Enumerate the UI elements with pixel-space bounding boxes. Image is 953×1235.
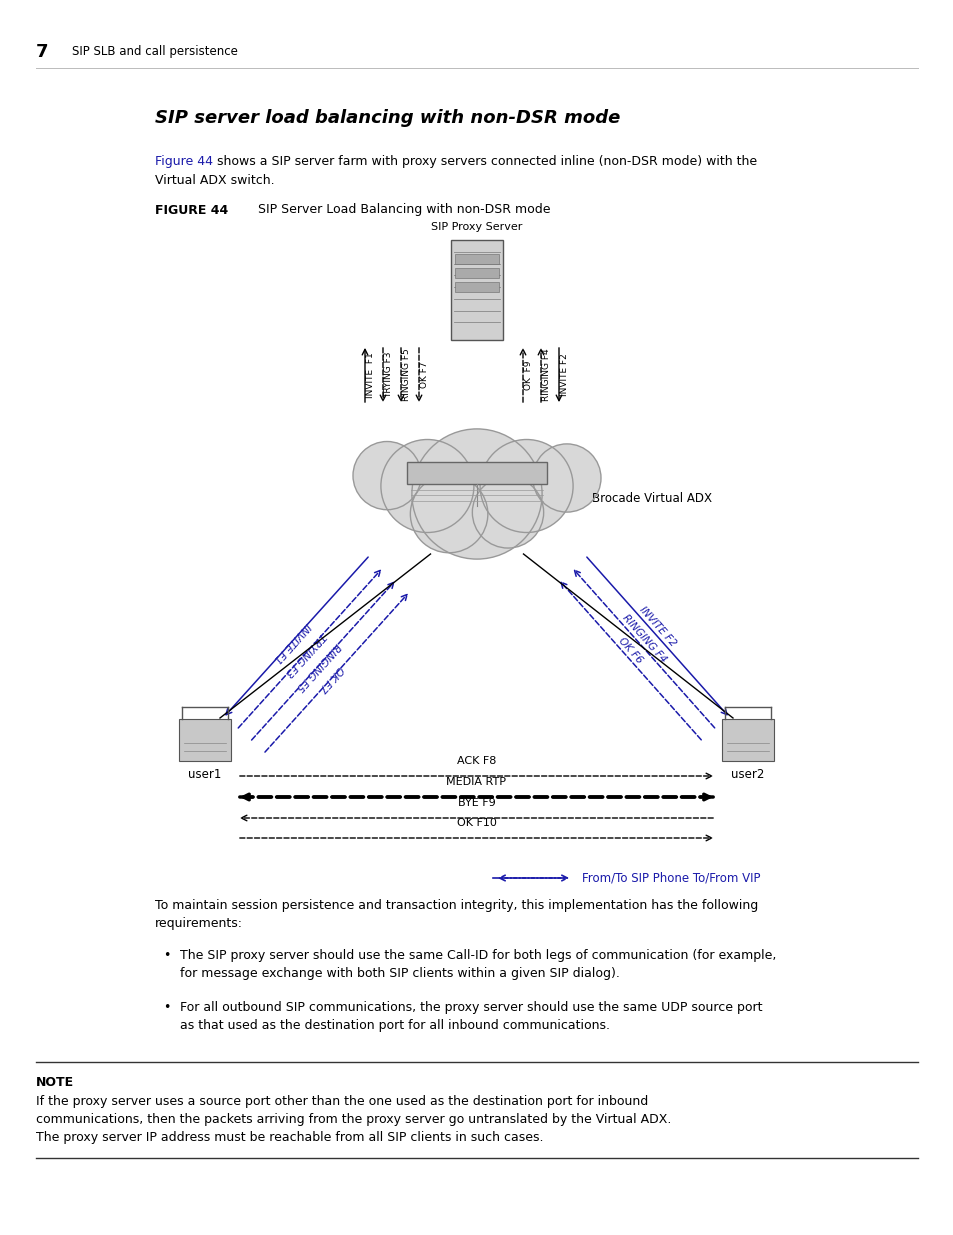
Text: RINGING F5: RINGING F5 [402, 348, 411, 401]
Bar [451, 240, 502, 340]
Bar [455, 254, 498, 264]
Text: SIP server load balancing with non-DSR mode: SIP server load balancing with non-DSR m… [154, 109, 619, 127]
Circle shape [353, 441, 421, 510]
Text: •: • [163, 1000, 171, 1014]
Text: user2: user2 [731, 768, 764, 781]
Text: communications, then the packets arriving from the proxy server go untranslated : communications, then the packets arrivin… [36, 1114, 671, 1126]
Text: Brocade Virtual ADX: Brocade Virtual ADX [592, 492, 711, 505]
Circle shape [532, 443, 600, 513]
Text: Virtual ADX switch.: Virtual ADX switch. [154, 173, 274, 186]
Text: BYE F9: BYE F9 [457, 798, 495, 808]
Bar [407, 462, 546, 484]
Text: SIP Server Load Balancing with non-DSR mode: SIP Server Load Balancing with non-DSR m… [257, 204, 550, 216]
Circle shape [412, 429, 541, 559]
Text: TRYING F3: TRYING F3 [384, 352, 393, 398]
Text: 7: 7 [36, 43, 49, 61]
Text: SIP SLB and call persistence: SIP SLB and call persistence [71, 46, 237, 58]
Text: OK  F9: OK F9 [524, 361, 533, 390]
Text: If the proxy server uses a source port other than the one used as the destinatio: If the proxy server uses a source port o… [36, 1095, 648, 1109]
Text: user1: user1 [188, 768, 221, 781]
Text: •: • [163, 948, 171, 962]
Text: To maintain session persistence and transaction integrity, this implementation h: To maintain session persistence and tran… [154, 899, 758, 911]
Text: as that used as the destination port for all inbound communications.: as that used as the destination port for… [180, 1019, 609, 1031]
Bar [455, 268, 498, 278]
Bar [368, 454, 585, 487]
Text: RINGING F4: RINGING F4 [542, 348, 551, 401]
Text: From/To SIP Phone To/From VIP: From/To SIP Phone To/From VIP [581, 872, 760, 884]
Text: shows a SIP server farm with proxy servers connected inline (non-DSR mode) with : shows a SIP server farm with proxy serve… [213, 156, 757, 168]
Text: for message exchange with both SIP clients within a given SIP dialog).: for message exchange with both SIP clien… [180, 967, 619, 979]
Text: OK F6: OK F6 [616, 636, 644, 666]
Text: SIP Proxy Server: SIP Proxy Server [431, 222, 522, 232]
Text: INVITE F2: INVITE F2 [560, 353, 569, 396]
Text: requirements:: requirements: [154, 916, 243, 930]
Text: OK F7: OK F7 [317, 664, 345, 693]
Bar [455, 282, 498, 291]
Text: For all outbound SIP communications, the proxy server should use the same UDP so: For all outbound SIP communications, the… [180, 1000, 761, 1014]
Text: Figure 44: Figure 44 [154, 156, 213, 168]
Text: RINGING F4: RINGING F4 [619, 613, 667, 664]
Circle shape [410, 475, 487, 553]
Text: INVITE F2: INVITE F2 [637, 605, 677, 648]
Text: OK F7: OK F7 [420, 362, 429, 388]
Circle shape [380, 440, 474, 532]
Circle shape [472, 477, 543, 548]
Text: FIGURE 44: FIGURE 44 [154, 204, 228, 216]
Text: INVITE F1: INVITE F1 [271, 621, 311, 664]
Text: OK F10: OK F10 [456, 818, 496, 827]
Text: MEDIA RTP: MEDIA RTP [446, 777, 506, 787]
Text: The SIP proxy server should use the same Call-ID for both legs of communication : The SIP proxy server should use the same… [180, 948, 776, 962]
Text: NOTE: NOTE [36, 1076, 74, 1088]
Bar [179, 719, 231, 761]
Text: INVITE  F1: INVITE F1 [366, 352, 375, 398]
Text: ACK F8: ACK F8 [456, 756, 496, 766]
Bar [721, 719, 773, 761]
Text: RINGING F5: RINGING F5 [294, 641, 341, 693]
Circle shape [479, 440, 573, 532]
Text: The proxy server IP address must be reachable from all SIP clients in such cases: The proxy server IP address must be reac… [36, 1131, 543, 1145]
Text: TRYING F3: TRYING F3 [282, 631, 326, 678]
